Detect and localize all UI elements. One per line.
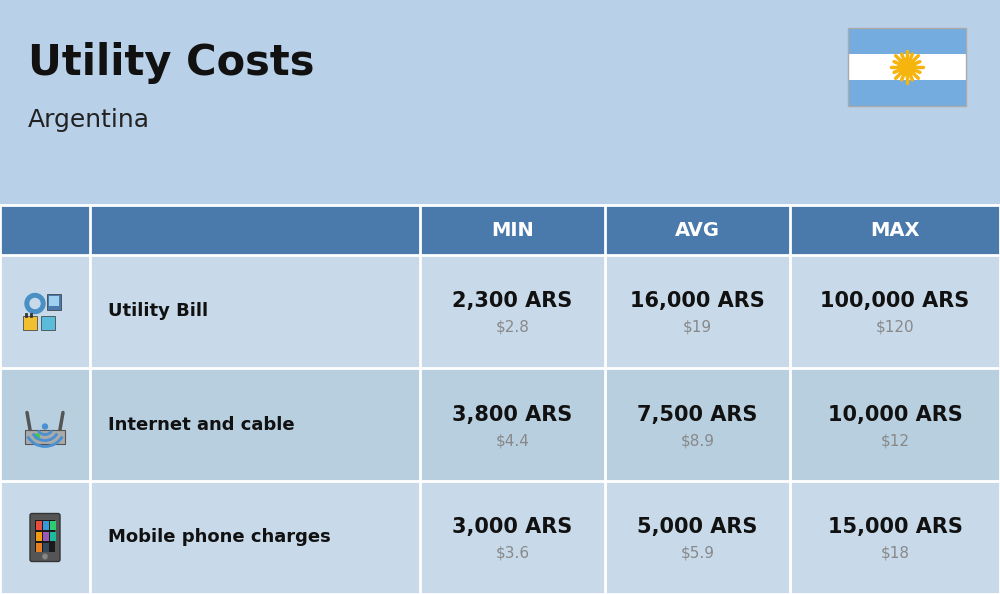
Text: 15,000 ARS: 15,000 ARS (828, 517, 962, 538)
Bar (43, 520, 49, 529)
Bar (43, 532, 49, 541)
Bar (848, 28, 966, 54)
Circle shape (898, 58, 916, 76)
Text: Mobile phone charges: Mobile phone charges (108, 529, 331, 546)
Bar (0, 255, 1000, 368)
Text: $4.4: $4.4 (496, 433, 529, 448)
Text: $19: $19 (683, 320, 712, 335)
Text: 10,000 ARS: 10,000 ARS (828, 405, 962, 425)
Text: $5.9: $5.9 (680, 546, 714, 561)
Circle shape (42, 424, 48, 429)
Circle shape (25, 293, 45, 314)
Bar (49, 295, 59, 305)
Text: $12: $12 (881, 433, 910, 448)
Bar (23, 315, 37, 330)
Text: MAX: MAX (870, 220, 920, 239)
Bar (0, 368, 1000, 481)
Bar (848, 54, 966, 80)
Bar (0, 205, 420, 255)
Bar (605, 205, 790, 255)
Bar (790, 205, 1000, 255)
Text: $3.6: $3.6 (495, 546, 530, 561)
Text: 3,000 ARS: 3,000 ARS (452, 517, 573, 538)
Bar (420, 205, 605, 255)
Bar (36, 532, 42, 541)
Text: $8.9: $8.9 (680, 433, 714, 448)
Text: $2.8: $2.8 (496, 320, 529, 335)
Bar (47, 293, 61, 309)
Text: Utility Costs: Utility Costs (28, 42, 314, 84)
Bar (36, 520, 42, 529)
Bar (43, 542, 49, 551)
Text: 3,800 ARS: 3,800 ARS (452, 405, 573, 425)
Text: 7,500 ARS: 7,500 ARS (637, 405, 758, 425)
Text: 16,000 ARS: 16,000 ARS (630, 292, 765, 311)
Bar (25, 429, 65, 444)
Bar (36, 542, 42, 551)
Text: Argentina: Argentina (28, 108, 150, 132)
Text: $120: $120 (876, 320, 914, 335)
Text: Utility Bill: Utility Bill (108, 302, 208, 321)
Text: 5,000 ARS: 5,000 ARS (637, 517, 758, 538)
Circle shape (30, 299, 40, 308)
Text: Internet and cable: Internet and cable (108, 415, 295, 434)
Text: AVG: AVG (675, 220, 720, 239)
Bar (41, 315, 55, 330)
Text: 100,000 ARS: 100,000 ARS (820, 292, 970, 311)
Circle shape (34, 434, 40, 439)
Text: MIN: MIN (491, 220, 534, 239)
FancyBboxPatch shape (30, 513, 60, 561)
Bar (50, 532, 56, 541)
Bar (0, 481, 1000, 594)
Bar (35, 520, 55, 551)
Text: $18: $18 (881, 546, 910, 561)
Text: 2,300 ARS: 2,300 ARS (452, 292, 573, 311)
Bar (848, 80, 966, 106)
Circle shape (901, 61, 913, 73)
Bar (50, 520, 56, 529)
Bar (848, 28, 966, 106)
Circle shape (42, 554, 48, 560)
